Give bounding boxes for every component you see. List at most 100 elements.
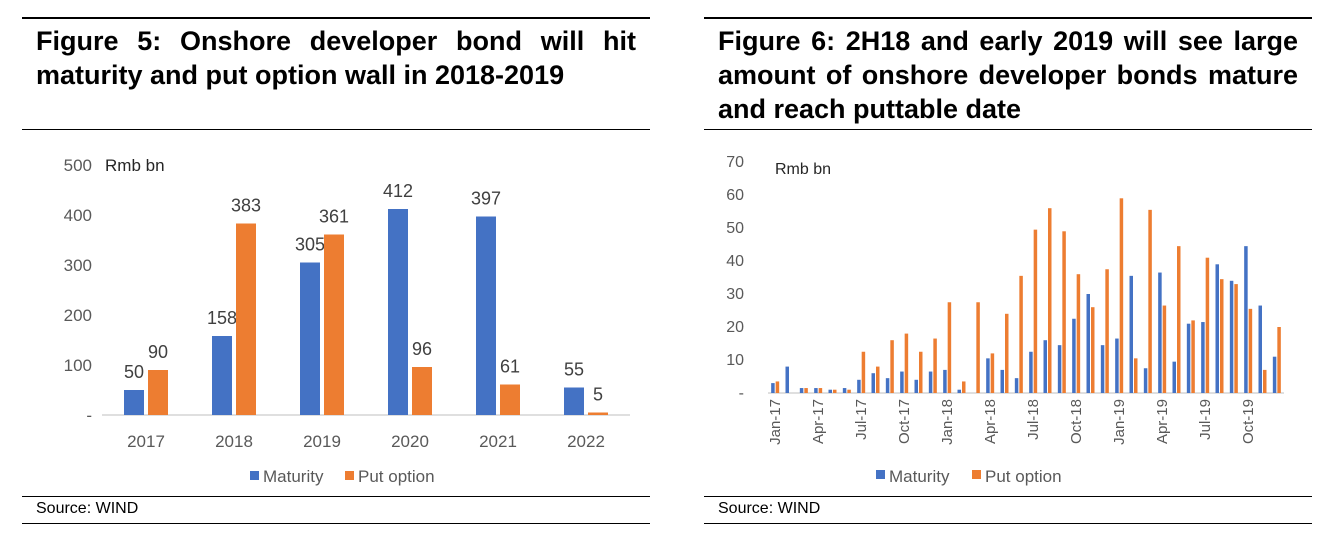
maturity-bar [1215, 264, 1219, 393]
maturity-bar [564, 387, 584, 415]
legend-maturity-swatch [250, 471, 259, 480]
put-option-bar [1019, 275, 1023, 393]
y-tick-label: 50 [726, 220, 744, 237]
x-tick-label: Apr-19 [1154, 399, 1171, 444]
maturity-bar [928, 371, 933, 393]
x-tick-label: Jan-17 [767, 399, 784, 445]
put-option-bar [1062, 231, 1066, 393]
put-option-bar [500, 384, 520, 415]
put-option-bar [588, 412, 608, 415]
data-label: 383 [231, 196, 261, 216]
y-tick-label: 40 [726, 253, 744, 270]
y-tick-label: - [739, 385, 744, 402]
put-option-bar [775, 381, 780, 393]
y-tick-label: 400 [64, 206, 92, 225]
maturity-bar [476, 216, 496, 415]
maturity-bar [986, 358, 990, 393]
x-tick-label: 2021 [479, 432, 517, 451]
maturity-bar [885, 378, 890, 393]
data-label: 397 [471, 189, 501, 209]
maturity-bar [842, 388, 847, 393]
y-tick-label: 100 [64, 356, 92, 375]
put-option-bar [1220, 279, 1224, 393]
y-tick-label: 300 [64, 256, 92, 275]
maturity-bar [914, 379, 918, 393]
top-rule [22, 17, 650, 19]
put-option-bar [962, 381, 966, 393]
unit-label: Rmb bn [775, 161, 831, 178]
x-tick-label: Oct-18 [1068, 399, 1085, 444]
figure-title: Figure 5: Onshore developer bond will hi… [36, 26, 636, 90]
maturity-bar [1072, 318, 1076, 393]
put-option-bar [1234, 284, 1238, 393]
put-option-bar [1162, 305, 1167, 393]
y-tick-label: 30 [726, 286, 744, 303]
y-tick-label: 70 [726, 154, 744, 171]
put-option-bar [804, 388, 808, 393]
put-option-bar [1076, 274, 1081, 393]
put-option-bar [1134, 358, 1138, 393]
maturity-bar [1043, 340, 1047, 393]
data-label: 361 [319, 207, 349, 227]
y-tick-label: 200 [64, 306, 92, 325]
put-option-bar [904, 333, 909, 393]
maturity-bar [1057, 345, 1062, 393]
data-label: 96 [412, 339, 432, 359]
maturity-bar [300, 262, 320, 415]
maturity-bar [1115, 338, 1119, 393]
maturity-bar [814, 388, 818, 393]
y-tick-label: - [86, 406, 92, 425]
maturity-bar [1100, 345, 1105, 393]
title-rule [704, 129, 1312, 130]
data-label: 61 [500, 357, 520, 377]
legend-label: Maturity [263, 467, 324, 486]
put-option-bar [861, 351, 866, 393]
y-tick-label: 500 [64, 156, 92, 175]
source-rule-bottom [704, 523, 1312, 524]
x-tick-label: 2017 [127, 432, 165, 451]
data-label: 412 [383, 181, 413, 201]
x-tick-label: Jul-18 [1025, 399, 1042, 440]
maturity-bar [1229, 280, 1234, 393]
put-option-bar [1177, 246, 1181, 393]
top-rule [704, 17, 1312, 19]
x-tick-label: Apr-17 [810, 399, 827, 444]
data-label: 55 [564, 360, 584, 380]
maturity-bar [900, 371, 904, 393]
maturity-bar [1014, 378, 1019, 393]
x-tick-label: Jul-19 [1197, 399, 1214, 440]
y-tick-label: 60 [726, 187, 744, 204]
maturity-bar [1201, 322, 1205, 393]
put-option-bar [818, 388, 823, 393]
maturity-bar [1000, 369, 1004, 393]
x-tick-label: Jan-18 [939, 399, 956, 445]
maturity-bar [771, 383, 775, 393]
x-tick-label: 2019 [303, 432, 341, 451]
put-option-bar [947, 302, 952, 393]
put-option-bar [976, 302, 980, 393]
maturity-bar [871, 373, 875, 393]
y-tick-label: 10 [726, 352, 744, 369]
legend-put-option-swatch [972, 470, 981, 479]
maturity-bar [1086, 294, 1090, 393]
source-rule-top [704, 496, 1312, 497]
maturity-bar [1272, 356, 1277, 393]
put-option-bar [1191, 320, 1195, 393]
put-option-bar [1205, 257, 1210, 393]
put-option-bar [919, 351, 923, 393]
put-option-bar [833, 389, 837, 393]
maturity-bar [1172, 361, 1176, 393]
put-option-bar [1048, 208, 1052, 393]
legend-label: Put option [358, 467, 435, 486]
x-tick-label: Oct-17 [896, 399, 913, 444]
maturity-bar [799, 388, 804, 393]
source-note: Source: WIND [718, 500, 821, 517]
data-label: 305 [295, 235, 325, 255]
figure-title: Figure 6: 2H18 and early 2019 will see l… [718, 26, 1298, 124]
put-option-bar [236, 223, 256, 415]
data-label: 50 [124, 362, 144, 382]
maturity-bar [1029, 351, 1033, 393]
figure-6-chart: - 10 20 30 40 50 60 70 Rmb bn Jan-17 Apr-17 Jul-17 O… [726, 154, 1284, 486]
put-option-bar [933, 338, 937, 393]
